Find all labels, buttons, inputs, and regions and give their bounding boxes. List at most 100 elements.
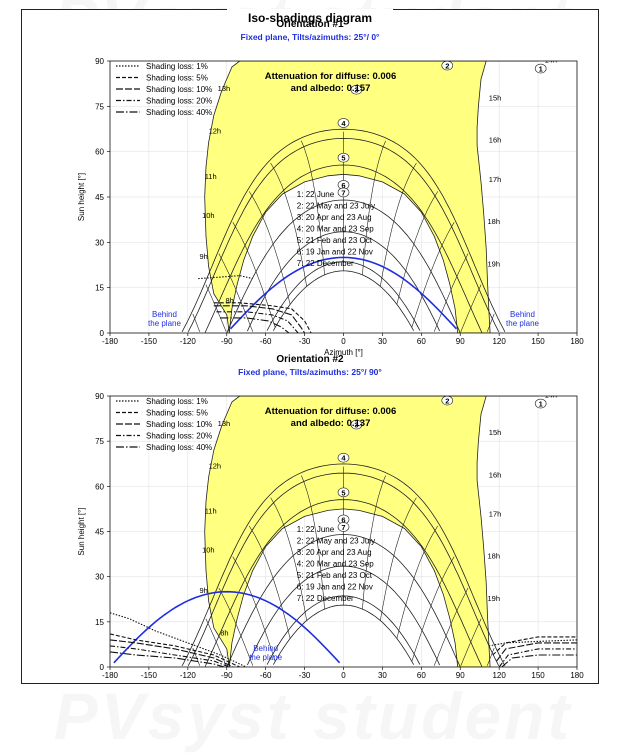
hour-label: 17h [489,509,502,518]
albedo-text: and albedo: 0.137 [291,418,371,429]
hour-label: 11h [205,172,217,181]
date-legend-item: 3: 20 Apr and 23 Aug [297,213,372,222]
x-tick-label: -180 [102,337,119,346]
date-marker-circle [534,398,547,409]
date-marker-label: 1 [539,65,543,74]
shading-region [204,396,539,667]
behind-label: Behind [253,644,278,653]
date-marker-7: 7 [337,187,350,198]
y-tick-label: 90 [95,57,104,66]
y-tick-label: 15 [95,618,104,627]
date-marker-5: 5 [337,152,350,163]
hour-line [248,525,291,639]
hour-line [205,284,227,332]
x-tick-label: -30 [299,337,311,346]
date-marker-label: 2 [445,397,449,406]
plot-area: 14h 13h 12h 11h 10h 9h 8h 15h 16h 17h 18h 19h 1 2 3 4 5 6… [110,391,577,667]
hour-line [362,140,386,275]
shading-loss-legend: Shading loss: 1% Shading loss: 5% Shading … [116,397,212,452]
hour-label: 10h [202,546,215,555]
hour-line [248,191,291,305]
legend-label: Shading loss: 10% [146,420,212,429]
shading-loss-curve-4 [216,311,299,333]
hour-line [380,497,417,621]
hour-line [460,284,482,332]
behind-label: the plane [148,319,181,328]
y-tick-label: 15 [95,284,104,293]
date-legend-item: 5: 21 Feb and 23 Oct [297,571,373,580]
albedo-text: and albedo: 0.157 [291,83,371,94]
hour-label: 19h [487,594,500,603]
x-tick-label: 30 [378,671,387,680]
hour-label: 16h [489,136,502,145]
x-tick-label: 60 [417,337,426,346]
diagram-frame: Iso-shadings diagram Orientation #1 Fixed… [21,9,599,684]
y-tick-label: 45 [95,528,104,537]
date-marker-circle [337,522,350,532]
title-background [227,9,393,25]
date-marker-label: 4 [341,454,346,463]
hour-label: 12h [209,127,222,136]
hour-label: 17h [489,175,502,184]
legend-label: Shading loss: 5% [146,409,208,418]
behind-label: the plane [506,319,539,328]
x-tick-label: 90 [456,671,465,680]
x-tick-label: 120 [492,337,506,346]
x-tick-label: -60 [260,337,272,346]
date-marker-label: 3 [354,421,358,430]
hour-line [192,647,201,666]
y-tick-label: 45 [95,193,104,202]
watermark-bottom: PVsyst student [0,678,626,754]
hour-label: 8h [225,296,233,305]
x-tick-label: 90 [456,337,465,346]
y-tick-label: 60 [95,148,104,157]
x-tick-label: -180 [102,671,119,680]
date-legend-item: 2: 22 May and 23 July [297,537,375,546]
date-legend-item: 4: 20 Mar and 23 Sep [297,225,374,234]
shading-loss-curve-right-3 [496,642,577,662]
hour-line [396,191,439,305]
legend-label: Shading loss: 10% [146,85,212,94]
y-tick-label: 60 [95,482,104,491]
hour-label: 14h [545,56,558,65]
date-marker-label: 2 [445,62,449,71]
date-legend-item: 5: 21 Feb and 23 Oct [297,236,373,245]
hour-line [486,647,495,666]
date-legend-item: 3: 20 Apr and 23 Aug [297,548,372,557]
hour-line [232,556,276,662]
date-legend-item: 4: 20 Mar and 23 Sep [297,560,374,569]
date-legend-item: 1: 22 June [297,525,335,534]
plot-area: 14h 13h 12h 11h 10h 9h 8h 15h 16h 17h 18h 19h 1 2 3 4 5 6… [110,56,577,333]
hour-line [380,162,417,287]
y-axis-label: Sun height [°] [77,507,86,555]
y-axis-label: Sun height [°] [77,173,86,221]
x-tick-label: 150 [531,337,545,346]
x-tick-label: -30 [299,671,311,680]
shading-loss-curve-5 [220,317,290,333]
hour-label: 8h [220,628,228,637]
hour-line [301,140,325,275]
hour-line [486,313,495,332]
shading-loss-legend: Shading loss: 1% Shading loss: 5% Shading … [116,62,212,117]
x-tick-label: -150 [141,337,158,346]
date-legend-item: 7: 22 December [297,594,354,603]
hour-label: 14h [545,391,558,400]
y-tick-label: 30 [95,573,104,582]
date-marker-label: 6 [341,181,345,190]
x-axis-label: Azimuth [°] [324,682,363,683]
legend-label: Shading loss: 1% [146,62,208,71]
behind-label: the plane [249,653,282,662]
hour-label: 9h [200,252,208,261]
date-marker-5: 5 [337,487,350,497]
hour-line [460,618,482,666]
hour-line [434,587,469,666]
shading-loss-curve-right-5 [501,654,577,667]
date-marker-label: 5 [341,154,345,163]
shading-loss-curve-right-1 [488,639,577,647]
shading-loss-curve-3 [110,639,234,667]
hour-line [218,587,253,666]
date-marker-circle [337,187,350,198]
x-tick-label: -120 [180,671,197,680]
date-marker-circle [337,152,350,163]
date-marker-label: 7 [341,188,345,197]
